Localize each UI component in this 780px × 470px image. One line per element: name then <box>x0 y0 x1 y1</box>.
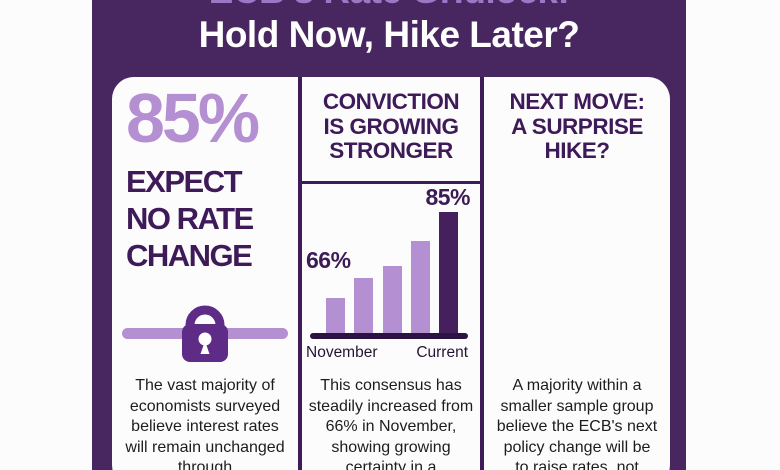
middle-body-text: This consensus has steadily increased fr… <box>308 377 474 470</box>
right-body-text: A majority within a smaller sample group… <box>496 377 658 470</box>
bar-chart-bars <box>326 184 458 333</box>
middle-heading: CONVICTION IS GROWING STRONGER <box>302 89 480 164</box>
bar-mid-1 <box>354 278 374 333</box>
right-heading-line2: A SURPRISE <box>511 113 643 139</box>
infographic-panel: ECB's Rate Gridlock: Hold Now, Hike Late… <box>92 0 686 470</box>
x-label-november: November <box>306 344 378 361</box>
middle-heading-line1: CONVICTION <box>322 89 460 114</box>
middle-heading-line3: STRONGER <box>329 138 453 163</box>
infographic-title: Hold Now, Hike Later? <box>198 14 580 55</box>
content-card: 85% EXPECT NO RATE CHANGE The vast major… <box>112 77 670 470</box>
right-heading-line1: NEXT MOVE: <box>509 89 645 114</box>
left-body-text: The vast majority of economists surveyed… <box>125 377 285 470</box>
infographic-title-top-clipped: ECB's Rate Gridlock: <box>92 0 686 12</box>
column-conviction-growing: CONVICTION IS GROWING STRONGER 66% 85% N… <box>298 77 484 470</box>
bar-november <box>326 298 345 333</box>
chart-axis-baseline <box>310 333 468 339</box>
left-heading-line2: NO RATE <box>126 201 254 236</box>
stat-85-percent: 85% <box>126 79 260 157</box>
column-next-move: NEXT MOVE: A SURPRISE HIKE? A majority w… <box>484 77 670 470</box>
bar-mid-3 <box>410 241 430 333</box>
chart-label-66-percent: 66% <box>306 247 351 273</box>
middle-heading-line2: IS GROWING <box>323 113 460 139</box>
column-expect-no-rate-change: 85% EXPECT NO RATE CHANGE The vast major… <box>112 77 298 470</box>
right-heading-line3: HIKE? <box>544 138 611 163</box>
lock-icon <box>120 299 290 365</box>
chart-label-85-percent: 85% <box>425 184 470 210</box>
chart-x-axis-labels: November Current <box>306 344 468 362</box>
left-heading: EXPECT NO RATE CHANGE <box>126 163 254 274</box>
left-heading-line3: CHANGE <box>126 238 253 273</box>
bar-mid-2 <box>382 266 402 333</box>
right-heading: NEXT MOVE: A SURPRISE HIKE? <box>484 89 670 164</box>
bar-current <box>439 212 458 333</box>
x-label-current: Current <box>416 344 468 361</box>
conviction-bar-chart: 66% 85% November Current <box>302 181 480 366</box>
left-heading-line1: EXPECT <box>126 164 243 199</box>
